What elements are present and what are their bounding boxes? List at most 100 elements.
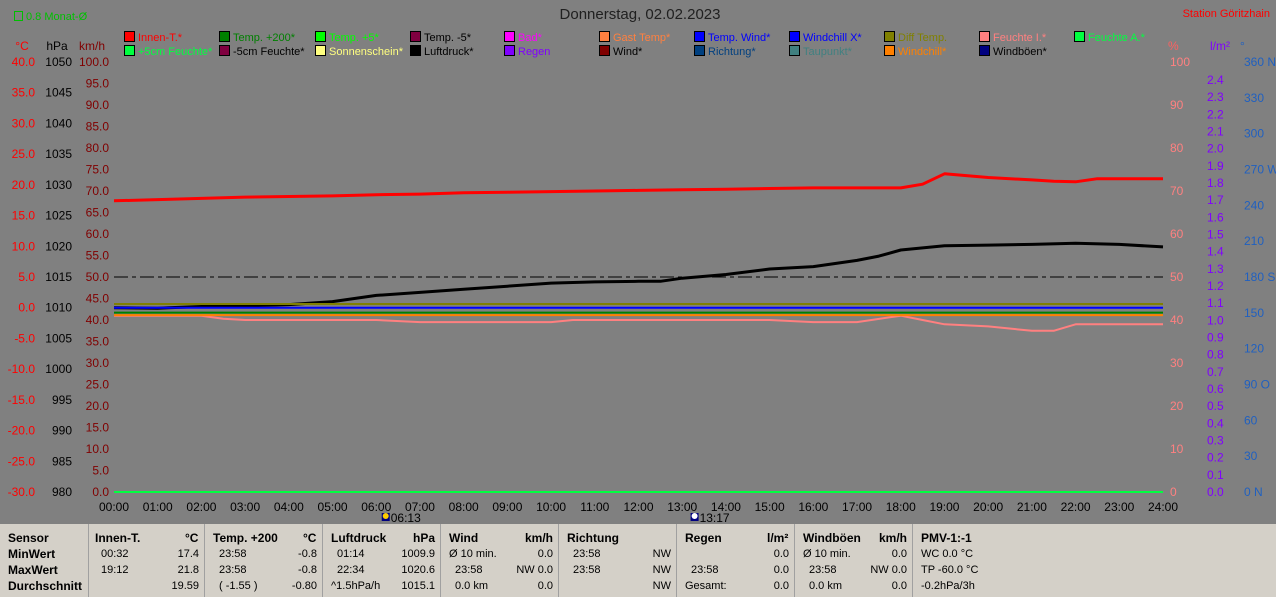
legend-item[interactable]: Temp. +200*	[219, 31, 295, 45]
legend-label: Richtung*	[708, 46, 756, 58]
tick-label-hpa: 1050	[45, 55, 72, 69]
tick-label-time: 18:00	[886, 500, 916, 514]
legend-item[interactable]: Bad*	[504, 31, 542, 45]
tick-label-rain: 2.2	[1207, 107, 1224, 121]
legend-swatch	[884, 45, 895, 56]
month-indicator[interactable]: 0.8 Monat-Ø	[14, 11, 87, 23]
legend-item[interactable]: Temp. Wind*	[694, 31, 770, 45]
legend-item[interactable]: Temp. -5*	[410, 31, 471, 45]
legend-swatch	[504, 45, 515, 56]
legend-label: Innen-T.*	[138, 32, 183, 44]
tick-label-direction: 180 S	[1244, 270, 1275, 284]
tick-label-kmh: 20.0	[86, 399, 110, 413]
legend-item[interactable]: Innen-T.*	[124, 31, 182, 45]
legend-label: Temp. +200*	[233, 32, 296, 44]
tick-label-humidity: 90	[1170, 98, 1184, 112]
legend-item[interactable]: Luftdruck*	[410, 45, 474, 59]
sunset-label: 13:17	[700, 511, 730, 524]
stat-title: Temp. +200	[213, 531, 278, 545]
stat-max: 1020.6	[401, 564, 435, 576]
legend-swatch	[789, 45, 800, 56]
stat-min: 17.4	[177, 548, 199, 560]
tick-label-kmh: 90.0	[86, 98, 110, 112]
stat-title: Windböen	[803, 531, 861, 545]
legend-item[interactable]: Regen	[504, 45, 550, 59]
legend-item[interactable]: Feuchte I.*	[979, 31, 1046, 45]
legend-item[interactable]: Richtung*	[694, 45, 756, 59]
stat-max-time: 19:12	[101, 564, 129, 576]
tick-label-time: 13:00	[667, 500, 697, 514]
tick-label-rain: 1.4	[1207, 245, 1224, 259]
legend-label: Regen	[518, 46, 551, 58]
stat-unit: °C	[185, 531, 199, 545]
tick-label-hpa: 1015	[45, 270, 72, 284]
tick-label-direction: 330	[1244, 91, 1264, 105]
tick-label-time: 14:00	[711, 500, 741, 514]
sunrise-label: 06:13	[391, 511, 421, 524]
weather-chart: °C hPa km/h% l/m² ° 40.0 35.0 30.0 25.0 20.0 15.0 1…	[8, 39, 1276, 524]
tick-label-kmh: 100.0	[79, 55, 109, 69]
legend-item[interactable]: Temp. +5*	[315, 31, 379, 45]
tick-label-time: 16:00	[798, 500, 828, 514]
tick-label-time: 10:00	[536, 500, 566, 514]
legend-swatch	[410, 45, 421, 56]
tick-label-kmh: 95.0	[86, 77, 110, 91]
statistics-panel: Sensor MinWert MaxWert Durchschnitt Inne…	[0, 524, 1276, 597]
tick-label-humidity: 60	[1170, 227, 1184, 241]
legend-item[interactable]: +5cm Feuchte*	[124, 45, 212, 59]
stat-cell: 23:58	[809, 564, 837, 576]
tick-label-humidity: 10	[1170, 442, 1184, 456]
tick-label-time: 01:00	[143, 500, 173, 514]
stat-title: Luftdruck	[331, 531, 387, 545]
stats-labels-column: Sensor MinWert MaxWert Durchschnitt	[0, 524, 88, 597]
legend-item[interactable]: Wind*	[599, 45, 642, 59]
legend-swatch	[979, 31, 990, 42]
tick-label-temp: -5.0	[14, 331, 35, 345]
legend-item[interactable]: Feuchte A.*	[1074, 31, 1145, 45]
tick-label-time: 05:00	[318, 500, 348, 514]
tick-label-kmh: 65.0	[86, 206, 110, 220]
stat-cell: 23:58	[573, 548, 601, 560]
stats-richtung-column: Richtung 23:58 NW 23:58 NW NW	[558, 524, 677, 597]
stat-cell: 0.0	[891, 580, 907, 592]
legend-swatch	[884, 31, 895, 42]
tick-label-direction: 90 O	[1244, 378, 1270, 392]
legend-swatch	[694, 31, 705, 42]
tick-label-hpa: 1020	[45, 239, 72, 253]
tick-label-direction: 150	[1244, 306, 1264, 320]
legend-label: Temp. -5*	[424, 32, 472, 44]
stat-unit: hPa	[413, 531, 436, 545]
tick-label-temp: 15.0	[12, 209, 36, 223]
tick-label-hpa: 1005	[45, 331, 72, 345]
tick-label-time: 19:00	[929, 500, 959, 514]
legend-item[interactable]: Diff Temp.	[884, 31, 947, 45]
legend-item[interactable]: Windböen*	[979, 45, 1047, 59]
stat-cell: 0.0	[891, 548, 907, 560]
legend-label: +5cm Feuchte*	[138, 46, 213, 58]
stat-cell: 0.0 km	[809, 580, 843, 592]
series-line	[114, 314, 1163, 332]
legend-item[interactable]: Windchill X*	[789, 31, 862, 45]
tick-label-rain: 2.0	[1207, 142, 1224, 156]
axis-unit: l/m²	[1210, 39, 1230, 53]
legend-label: Windchill*	[898, 46, 947, 58]
legend-item[interactable]: -5cm Feuchte*	[219, 45, 305, 59]
legend-item[interactable]: Sonnenschein*	[315, 45, 403, 59]
legend-swatch	[315, 45, 326, 56]
stat-cell: 23:58	[573, 564, 601, 576]
stat-cell: NW	[652, 548, 671, 560]
stat-min-time: 23:58	[219, 548, 247, 560]
legend-item[interactable]: Taupunkt*	[789, 45, 852, 59]
legend-swatch	[694, 45, 705, 56]
sunset-icon	[691, 513, 698, 519]
sunrise-icon	[382, 513, 389, 519]
tick-label-time: 04:00	[274, 500, 304, 514]
tick-label-direction: 60	[1244, 413, 1258, 427]
stat-cell: WC 0.0 °C	[921, 548, 974, 560]
legend-item[interactable]: Gast Temp*	[599, 31, 670, 45]
legend-item[interactable]: Windchill*	[884, 45, 946, 59]
stat-unit: °C	[303, 531, 317, 545]
tick-label-hpa: 1035	[45, 147, 72, 161]
tick-label-hpa: 1040	[45, 116, 72, 130]
stat-cell: 23:58	[691, 564, 719, 576]
